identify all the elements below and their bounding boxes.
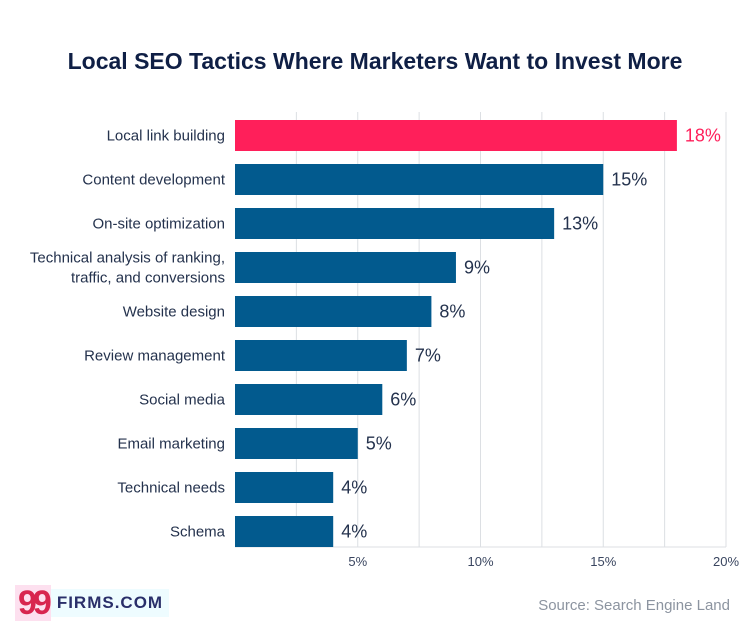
value-label: 4% — [341, 522, 367, 542]
category-label: Email marketing — [117, 436, 225, 453]
category-label: On-site optimization — [92, 216, 225, 233]
x-tick-label: 20% — [713, 554, 739, 569]
bar — [235, 296, 432, 327]
99firms-logo: 99 FIRMS.COM — [15, 585, 170, 621]
x-tick-label: 5% — [348, 554, 367, 569]
bar — [235, 428, 358, 459]
value-label: 6% — [390, 390, 416, 410]
value-label: 5% — [366, 434, 392, 454]
category-label: Schema — [170, 524, 226, 541]
logo-mark: 99 — [15, 585, 52, 621]
category-label: Local link building — [107, 128, 225, 145]
value-label: 8% — [439, 302, 465, 322]
chart-title: Local SEO Tactics Where Marketers Want t… — [67, 48, 683, 74]
x-tick-label: 10% — [467, 554, 493, 569]
value-label: 9% — [464, 258, 490, 278]
category-label: Technical analysis of ranking, — [30, 250, 225, 267]
bar — [235, 384, 383, 415]
category-label: traffic, and conversions — [71, 270, 225, 287]
bar — [235, 164, 604, 195]
source-note: Source: Search Engine Land — [538, 597, 730, 614]
category-label: Social media — [139, 392, 226, 409]
category-label: Technical needs — [117, 480, 225, 497]
bar — [235, 252, 456, 283]
category-label: Content development — [82, 172, 225, 189]
bar-chart: 5% 10% 15% 20% 18% Local link building 15% Cont… — [30, 112, 739, 569]
bar — [235, 472, 334, 503]
value-label: 13% — [562, 214, 598, 234]
value-label: 18% — [685, 126, 721, 146]
value-label: 15% — [611, 170, 647, 190]
bar — [235, 208, 555, 239]
value-label: 7% — [415, 346, 441, 366]
category-label: Website design — [123, 304, 225, 321]
category-label: Review management — [84, 348, 226, 365]
logo-text: FIRMS.COM — [50, 589, 170, 617]
value-label: 4% — [341, 478, 367, 498]
x-tick-label: 15% — [590, 554, 616, 569]
bar — [235, 516, 334, 547]
bar — [235, 120, 677, 151]
bar — [235, 340, 407, 371]
